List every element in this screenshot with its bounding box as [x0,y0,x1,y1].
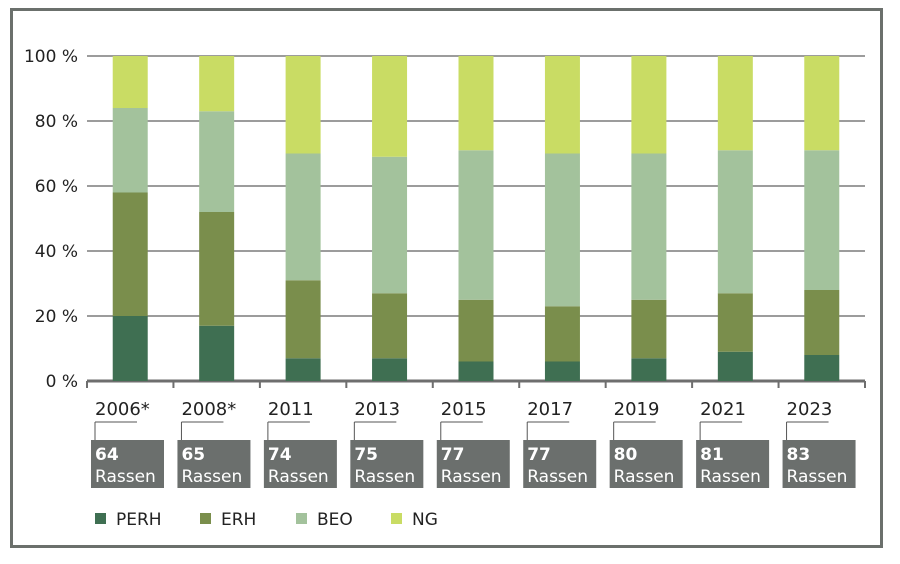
x-category-label: 2013 [354,399,400,420]
legend-label-beo: BEO [317,510,353,530]
note-box [177,440,251,488]
note-count: 80 [614,445,638,465]
legend-swatch-perh [95,513,106,524]
x-category-label: 2017 [527,399,573,420]
note-unit: Rassen [527,467,588,487]
bar-segment-beo [285,153,321,281]
bar-segment-erh [804,290,840,355]
bar-segment-perh [199,325,235,381]
note-count: 77 [527,445,551,465]
bar-segment-perh [804,355,840,381]
bar-segment-ng [112,56,148,108]
y-tick-label: 40 % [35,242,78,262]
note-box [782,440,856,488]
note-count: 83 [787,445,811,465]
x-category-label: 2015 [441,399,487,420]
note-count: 65 [181,445,205,465]
bar-segment-ng [285,56,321,154]
note-count: 75 [354,445,378,465]
x-category-label: 2021 [700,399,746,420]
bar-segment-beo [458,150,494,300]
bar-segment-ng [631,56,667,154]
x-category-label: 2023 [787,399,833,420]
bar-segment-perh [372,358,408,381]
bar-segment-erh [199,212,235,326]
x-category-label: 2006* [95,399,150,420]
note-box [91,440,164,488]
note-unit: Rassen [354,467,415,487]
bar-segment-ng [804,56,840,151]
y-tick-label: 60 % [35,177,78,197]
note-box [436,440,510,488]
bar-segment-ng [544,56,580,154]
bar-segment-perh [717,351,753,381]
note-unit: Rassen [181,467,242,487]
bar-segment-beo [199,111,235,212]
note-box [696,440,770,488]
note-unit: Rassen [787,467,848,487]
bar-segment-erh [112,192,148,316]
bar-segment-beo [717,150,753,294]
bar-segment-ng [458,56,494,151]
note-unit: Rassen [95,467,156,487]
bar-segment-erh [372,293,408,359]
note-box [609,440,683,488]
bar-segment-ng [199,56,235,112]
y-tick-label: 80 % [35,112,78,132]
bar-segment-perh [285,358,321,381]
note-count: 81 [700,445,724,465]
bar-segment-beo [544,153,580,307]
y-tick-label: 100 % [24,47,78,67]
note-count: 77 [441,445,465,465]
x-category-label: 2019 [614,399,660,420]
note-box [523,440,597,488]
bar-segment-beo [372,156,408,294]
bar-segment-erh [717,293,753,352]
bar-segment-perh [458,361,494,381]
x-category-label: 2011 [268,399,314,420]
note-count: 74 [268,445,292,465]
note-unit: Rassen [614,467,675,487]
bar-segment-beo [112,108,148,193]
legend-swatch-beo [296,513,307,524]
bar-segment-beo [631,153,667,300]
note-box [350,440,424,488]
legend-swatch-erh [200,513,211,524]
bar-segment-erh [544,306,580,362]
legend-label-perh: PERH [116,510,162,530]
bar-segment-ng [717,56,753,151]
bar-segment-perh [112,316,148,381]
bar-segment-beo [804,150,840,290]
x-category-label: 2008* [181,399,236,420]
legend-swatch-ng [391,513,402,524]
note-box [263,440,337,488]
note-unit: Rassen [700,467,761,487]
bar-segment-ng [372,56,408,157]
bar-segment-erh [458,299,494,362]
note-unit: Rassen [441,467,502,487]
bar-segment-erh [285,280,321,359]
bar-segment-perh [544,361,580,381]
y-tick-label: 0 % [46,372,78,392]
note-count: 64 [95,445,119,465]
legend-label-erh: ERH [221,510,256,530]
y-tick-label: 20 % [35,307,78,327]
legend-label-ng: NG [412,510,438,530]
bar-segment-perh [631,358,667,381]
bar-segment-erh [631,299,667,359]
note-unit: Rassen [268,467,329,487]
